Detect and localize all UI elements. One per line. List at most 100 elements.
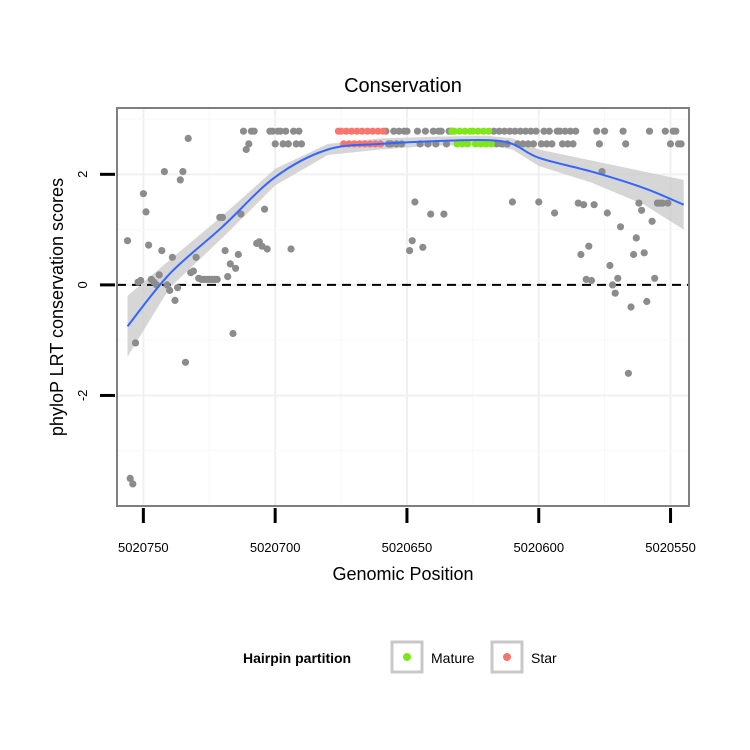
data-point: [353, 127, 361, 135]
data-point: [245, 140, 253, 148]
data-point: [479, 127, 487, 135]
data-point: [174, 284, 182, 292]
data-point: [469, 127, 477, 135]
legend-entry-mature: Mature: [390, 640, 475, 674]
data-point: [500, 127, 509, 135]
data-point: [427, 210, 435, 218]
data-point: [569, 140, 577, 148]
data-point: [529, 140, 538, 148]
x-tick-label: 5020650: [382, 540, 433, 555]
series-other: [123, 127, 685, 488]
y-tick-label: 0: [75, 281, 90, 288]
data-point: [464, 140, 472, 148]
data-point: [239, 127, 248, 135]
smooth-fit-line: [126, 138, 685, 327]
data-point: [611, 289, 619, 297]
data-point: [461, 127, 469, 135]
data-point: [234, 250, 242, 259]
data-point: [282, 127, 290, 135]
data-point: [619, 127, 627, 135]
data-point: [485, 127, 493, 135]
data-point: [237, 210, 245, 218]
y-axis: -2 0 2: [75, 171, 115, 401]
legend-key-dot: [403, 653, 411, 661]
data-point: [337, 127, 345, 135]
data-point: [279, 140, 287, 148]
data-point: [666, 140, 675, 148]
data-point: [181, 358, 190, 366]
confidence-band: [127, 135, 684, 357]
x-axis: 5020750 5020700 5020650 5020600 5020550: [118, 508, 696, 555]
legend-entries: Mature Star: [390, 640, 557, 674]
data-point: [261, 205, 269, 213]
data-point: [295, 127, 303, 135]
data-point: [297, 140, 306, 148]
data-point: [292, 140, 300, 148]
data-point: [406, 247, 414, 255]
data-point: [232, 264, 240, 272]
data-point: [363, 127, 371, 135]
data-point: [171, 296, 179, 304]
data-point: [131, 339, 140, 347]
data-point: [221, 247, 229, 255]
data-point: [229, 329, 237, 338]
data-point: [155, 271, 163, 279]
data-point: [556, 127, 564, 135]
data-point: [276, 127, 284, 135]
data-point: [614, 274, 622, 282]
data-point: [624, 369, 633, 377]
data-point: [158, 247, 166, 255]
data-point: [606, 261, 614, 270]
data-point: [487, 140, 495, 148]
data-point: [458, 140, 466, 148]
data-point: [395, 127, 403, 135]
data-point: [622, 140, 630, 148]
data-point: [179, 168, 187, 176]
data-point: [561, 127, 569, 135]
data-point: [532, 127, 540, 135]
data-points: [123, 127, 685, 488]
y-axis-label: phyloP LRT conservation scores: [47, 178, 67, 436]
data-point: [635, 199, 643, 207]
data-point: [593, 127, 601, 135]
data-point: [543, 140, 551, 148]
data-point: [450, 127, 458, 135]
data-point: [453, 140, 461, 148]
data-point: [419, 243, 427, 251]
data-point: [535, 198, 543, 206]
data-point: [595, 140, 604, 148]
data-point: [471, 140, 480, 148]
data-point: [342, 127, 350, 135]
data-point: [218, 213, 226, 221]
data-point: [271, 140, 279, 148]
data-point: [176, 176, 184, 184]
data-point: [145, 241, 153, 249]
x-axis-label: Genomic Position: [332, 564, 473, 584]
data-point: [508, 198, 516, 206]
data-point: [664, 199, 672, 207]
data-point: [290, 127, 298, 135]
data-point: [139, 190, 147, 198]
data-point: [659, 199, 667, 207]
data-point: [226, 260, 234, 268]
data-point: [474, 127, 482, 135]
x-tick-label: 5020700: [250, 540, 301, 555]
ci-band-area: [127, 135, 684, 357]
legend-key-dot: [503, 653, 511, 661]
data-point: [603, 209, 611, 217]
data-point: [358, 127, 366, 135]
plot-panel: [116, 107, 690, 507]
data-point: [224, 273, 232, 281]
data-point: [577, 250, 585, 259]
data-point: [166, 286, 174, 294]
data-point: [250, 127, 258, 135]
data-point: [374, 127, 382, 135]
data-point: [601, 127, 609, 135]
data-point: [142, 208, 150, 216]
data-point: [189, 267, 197, 275]
x-tick-label: 5020750: [118, 540, 169, 555]
legend-title: Hairpin partition: [243, 650, 351, 666]
data-point: [645, 127, 654, 135]
data-point: [398, 140, 406, 148]
data-point: [524, 140, 532, 148]
